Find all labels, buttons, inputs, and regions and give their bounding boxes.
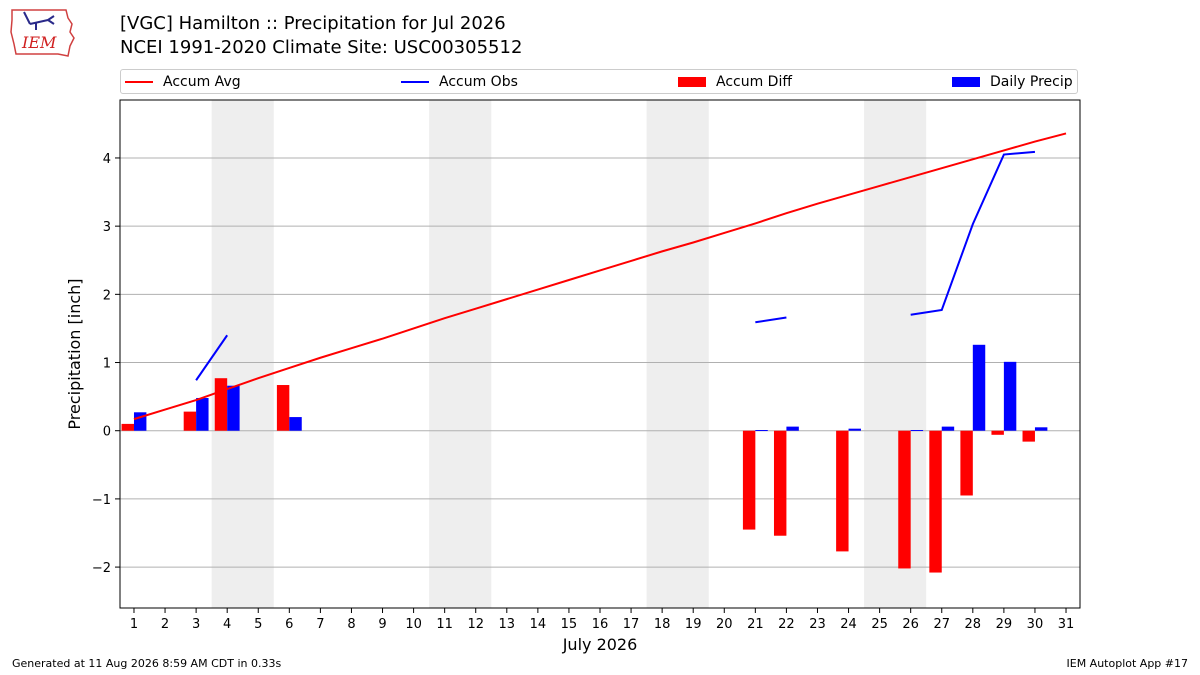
x-tick-label-24: 24	[840, 617, 857, 632]
accum-diff-bar-day-24	[836, 430, 849, 552]
legend-item-accum-obs: Accum Obs	[401, 70, 518, 93]
x-tick-label-1: 1	[130, 617, 138, 632]
x-tick-label-13: 13	[499, 617, 516, 632]
legend-swatch-accum-avg	[125, 80, 153, 83]
daily-precip-bar-day-21	[755, 430, 768, 432]
footer-app: IEM Autoplot App #17	[1066, 657, 1189, 670]
x-tick-label-12: 12	[467, 617, 484, 632]
weekend-band-3	[646, 100, 709, 608]
x-tick-label-20: 20	[716, 617, 733, 632]
accum-diff-bar-day-3	[183, 411, 197, 431]
x-tick-label-3: 3	[192, 617, 200, 632]
daily-precip-bar-day-26	[910, 430, 924, 432]
x-tick-label-16: 16	[592, 617, 609, 632]
daily-precip-bar-day-29	[1003, 361, 1017, 431]
legend-swatch-accum-obs	[401, 80, 429, 83]
iowa-state-outline	[10, 9, 75, 57]
footer-generated: Generated at 11 Aug 2026 8:59 AM CDT in …	[12, 657, 282, 670]
y-axis-label: Precipitation [inch]	[65, 278, 84, 429]
x-tick-label-26: 26	[902, 617, 919, 632]
logo-text: IEM	[21, 33, 57, 52]
x-tick-label-31: 31	[1058, 617, 1075, 632]
daily-precip-bar-day-4	[227, 385, 240, 431]
weekend-band-4	[864, 100, 927, 608]
accum-diff-bar-day-29	[991, 430, 1004, 435]
daily-precip-bar-day-24	[848, 428, 861, 431]
y-tick-label-4: 4	[103, 152, 111, 167]
accum-diff-bar-day-6	[276, 385, 290, 431]
y-tick-label-2: 2	[103, 288, 111, 303]
accum-diff-bar-day-22	[773, 430, 787, 536]
chart-subtitle: NCEI 1991-2020 Climate Site: USC00305512	[120, 37, 523, 58]
y-tick-label--1: −1	[92, 493, 111, 508]
iem-logo: IEM	[10, 9, 75, 57]
legend-item-accum-diff: Accum Diff	[678, 70, 792, 93]
legend: Accum Avg Accum Obs Accum Diff Daily Pre…	[120, 69, 1078, 94]
accum-obs-line-segment-3	[910, 150, 1036, 316]
daily-precip-bar-day-3	[196, 397, 209, 431]
legend-swatch-accum-diff	[678, 76, 706, 87]
daily-precip-bar-day-30	[1034, 427, 1048, 431]
x-tick-label-9: 9	[378, 617, 386, 632]
daily-precip-bar-day-27	[941, 426, 955, 431]
accum-diff-bar-day-28	[960, 430, 973, 496]
x-axis-label: July 2026	[562, 635, 638, 654]
legend-label-accum-obs: Accum Obs	[439, 73, 518, 90]
weekend-band-2	[429, 100, 492, 608]
accum-diff-bar-day-30	[1022, 430, 1035, 442]
x-tick-label-18: 18	[654, 617, 671, 632]
accum-diff-bar-day-21	[742, 430, 756, 530]
legend-label-accum-avg: Accum Avg	[163, 73, 241, 90]
legend-label-daily-precip: Daily Precip	[990, 73, 1073, 90]
x-tick-label-25: 25	[871, 617, 888, 632]
y-tick-label-0: 0	[103, 425, 111, 440]
weather-station-icon	[23, 11, 55, 30]
daily-precip-bar-day-6	[289, 417, 302, 431]
x-tick-label-27: 27	[933, 617, 950, 632]
x-tick-label-29: 29	[996, 617, 1013, 632]
daily-precip-bar-day-28	[972, 344, 986, 431]
x-tick-label-11: 11	[436, 617, 453, 632]
legend-item-accum-avg: Accum Avg	[125, 70, 241, 93]
x-tick-label-17: 17	[623, 617, 640, 632]
x-tick-label-7: 7	[316, 617, 324, 632]
x-tick-label-2: 2	[161, 617, 169, 632]
x-tick-label-14: 14	[530, 617, 547, 632]
x-tick-label-19: 19	[685, 617, 702, 632]
x-tick-label-8: 8	[347, 617, 355, 632]
accum-obs-line-segment-1	[195, 334, 229, 381]
x-tick-label-21: 21	[747, 617, 764, 632]
weekend-band-1	[211, 100, 274, 608]
x-tick-label-23: 23	[809, 617, 826, 632]
accum-avg-line	[133, 132, 1067, 421]
x-tick-label-5: 5	[254, 617, 262, 632]
daily-precip-bar-day-22	[786, 426, 799, 431]
x-tick-label-28: 28	[965, 617, 982, 632]
accum-obs-line-segment-2	[755, 316, 787, 324]
legend-item-daily-precip: Daily Precip	[952, 70, 1073, 93]
x-tick-label-4: 4	[223, 617, 231, 632]
x-tick-label-22: 22	[778, 617, 795, 632]
y-tick-label-1: 1	[103, 357, 111, 372]
y-tick-label--2: −2	[92, 561, 111, 576]
legend-label-accum-diff: Accum Diff	[716, 73, 793, 90]
accum-diff-bar-day-4	[214, 378, 228, 431]
chart-title: [VGC] Hamilton :: Precipitation for Jul …	[120, 13, 506, 34]
legend-swatch-daily-precip	[952, 76, 980, 87]
accum-diff-bar-day-26	[898, 430, 911, 569]
accum-diff-bar-day-1	[121, 423, 134, 431]
x-tick-label-30: 30	[1027, 617, 1044, 632]
x-tick-label-6: 6	[285, 617, 293, 632]
x-tick-label-10: 10	[405, 617, 422, 632]
y-tick-label-3: 3	[103, 220, 111, 235]
x-tick-label-15: 15	[561, 617, 578, 632]
accum-diff-bar-day-27	[929, 430, 942, 573]
